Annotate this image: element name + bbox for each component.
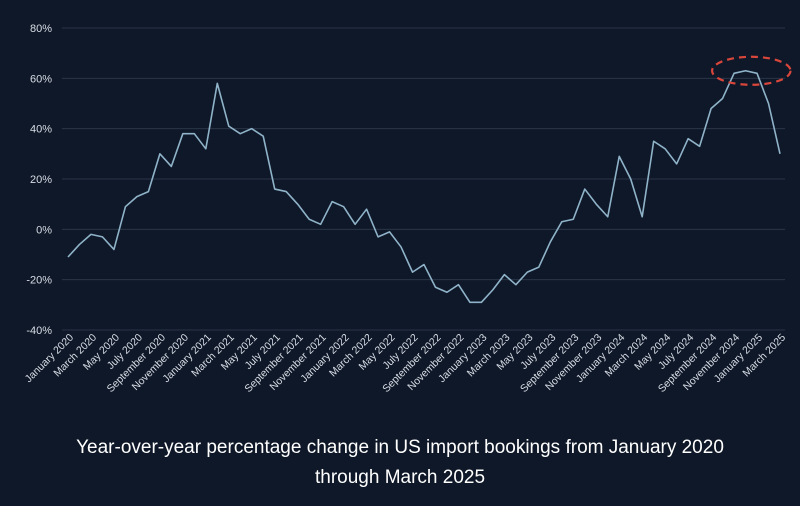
chart-caption: Year-over-year percentage change in US i… (0, 433, 800, 493)
peak-highlight-ellipse (710, 55, 792, 86)
y-axis: -40% -20% 0% 20% 40% 60% 80% (26, 23, 52, 337)
y-tick-label: 40% (30, 124, 52, 136)
y-tick-label: 60% (30, 73, 52, 85)
caption-line-2: through March 2025 (314, 467, 486, 488)
y-tick-label: -20% (26, 275, 52, 287)
y-tick-label: 80% (30, 23, 52, 35)
caption-line-1: Year-over-year percentage change in US i… (76, 437, 724, 458)
line-chart: -40% -20% 0% 20% 40% 60% 80% January 2020March… (23, 23, 792, 395)
y-tick-label: 0% (36, 224, 52, 236)
series-line (67, 69, 781, 304)
highlight-layer (710, 55, 792, 86)
y-tick-label: 20% (30, 174, 52, 186)
grid-layer (62, 27, 785, 331)
y-tick-label: -40% (26, 325, 52, 337)
series-layer (67, 69, 781, 304)
